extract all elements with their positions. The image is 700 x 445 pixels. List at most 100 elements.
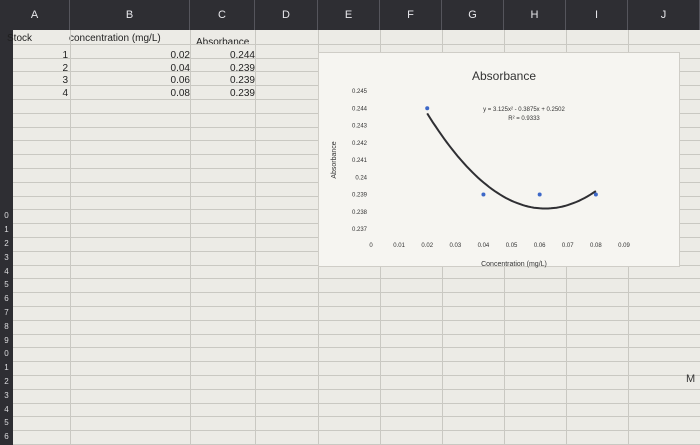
y-tick-label: 0.242	[352, 141, 368, 147]
row-header[interactable]: 5	[4, 280, 9, 290]
polynomial-trendline	[426, 112, 597, 210]
column-header-b[interactable]: B	[70, 0, 190, 30]
grid-row-line	[13, 416, 700, 418]
stock-label[interactable]: Stock	[7, 33, 33, 44]
stock-number-cell[interactable]: 2	[62, 62, 68, 74]
row-header[interactable]: 2	[4, 239, 9, 248]
concentration-cell[interactable]: 0.08	[170, 87, 190, 99]
grid-row-line	[13, 333, 700, 335]
row-header[interactable]	[0, 154, 13, 167]
grid-row-line	[13, 347, 700, 349]
row-header[interactable]: 0	[4, 349, 9, 359]
row-header[interactable]	[0, 71, 13, 84]
grid-row-line	[13, 306, 700, 307]
trendline-equation: y = 3.125x² - 0.3875x + 0.2502	[483, 107, 565, 113]
row-header[interactable]	[0, 99, 13, 112]
row-header[interactable]: 3	[4, 390, 9, 400]
grid-row-line	[13, 43, 700, 45]
row-header[interactable]	[0, 127, 13, 140]
stock-number-cell[interactable]: 1	[62, 50, 68, 61]
chart-title: Absorbance	[472, 69, 536, 83]
row-header[interactable]: 4	[4, 266, 9, 276]
row-header[interactable]: 6	[4, 294, 9, 304]
column-header-e[interactable]: E	[318, 0, 380, 30]
absorbance-cell[interactable]: 0.239	[229, 75, 255, 86]
row-header[interactable]: 1	[4, 225, 9, 235]
grid-row-line	[13, 402, 700, 404]
column-header-j[interactable]: J	[628, 0, 700, 30]
row-header[interactable]	[0, 168, 13, 181]
x-tick-label: 0.08	[590, 243, 602, 249]
chart-canvas: Absorbance Concentration (mg/L) Absorbance…	[331, 69, 630, 268]
row-header[interactable]	[0, 113, 13, 126]
row-header[interactable]: 5	[4, 418, 9, 428]
row-header[interactable]	[0, 44, 13, 57]
concentration-header[interactable]: concentration (mg/L)	[69, 33, 161, 44]
absorbance-header[interactable]: Absorbance	[196, 37, 250, 48]
concentration-cell[interactable]: 0.02	[170, 50, 190, 61]
grid-row-line	[13, 361, 700, 363]
concentration-cell[interactable]: 0.06	[170, 75, 190, 86]
y-tick-label: 0.245	[352, 89, 368, 95]
column-header-h[interactable]: H	[504, 0, 566, 30]
absorbance-chart[interactable]: Absorbance Concentration (mg/L) Absorbance…	[318, 52, 680, 268]
grid-row-line	[13, 278, 700, 280]
row-header[interactable]	[0, 196, 13, 209]
x-tick-label: 0.01	[393, 243, 405, 249]
data-point[interactable]	[425, 106, 430, 111]
data-point[interactable]	[481, 192, 486, 197]
data-point[interactable]	[593, 192, 598, 197]
x-tick-label: 0.02	[421, 243, 433, 249]
y-tick-label: 0.239	[352, 193, 368, 199]
y-tick-label: 0.244	[352, 106, 368, 112]
row-header[interactable]: 2	[4, 377, 9, 386]
row-header[interactable]	[0, 182, 13, 195]
concentration-cell[interactable]: 0.04	[170, 62, 190, 74]
grid-row-line	[13, 430, 700, 432]
x-tick-label: 0.09	[618, 243, 630, 249]
edge-letter: M	[686, 373, 696, 385]
row-header[interactable]: 6	[4, 432, 9, 442]
row-headers: 0 1 2 3 4 5 6 7 8 9 0 1 2 3 4 5 6	[0, 30, 13, 445]
row-header[interactable]: 1	[4, 363, 9, 373]
row-header[interactable]: 8	[4, 321, 9, 331]
column-header-i[interactable]: I	[566, 0, 628, 30]
y-tick-label: 0.243	[352, 124, 368, 130]
y-tick-label: 0.238	[352, 210, 368, 216]
absorbance-cell[interactable]: 0.239	[229, 62, 255, 74]
row-header[interactable]	[0, 85, 13, 98]
row-header[interactable]: 9	[4, 335, 9, 345]
data-point[interactable]	[537, 192, 542, 197]
row-header[interactable]: 0	[4, 211, 9, 221]
stock-number-cell[interactable]: 3	[62, 75, 68, 86]
column-header-g[interactable]: G	[442, 0, 504, 30]
y-tick-label: 0.24	[355, 175, 367, 181]
absorbance-cell[interactable]: 0.244	[229, 50, 255, 61]
x-tick-label: 0	[369, 243, 373, 249]
column-header-a[interactable]: A	[0, 0, 70, 30]
column-header-f[interactable]: F	[380, 0, 442, 30]
x-tick-label: 0.04	[478, 243, 490, 249]
grid-row-line	[13, 375, 700, 376]
row-header[interactable]: 7	[4, 308, 9, 317]
r-squared-label: R² = 0.9333	[508, 116, 540, 122]
y-tick-label: 0.241	[352, 158, 368, 164]
x-tick-label: 0.05	[506, 243, 518, 249]
absorbance-cell[interactable]: 0.239	[229, 87, 255, 99]
grid-row-line	[13, 319, 700, 321]
row-header[interactable]	[0, 140, 13, 153]
y-axis-label: Absorbance	[331, 141, 338, 178]
row-header[interactable]	[0, 58, 13, 71]
row-header[interactable]: 4	[4, 404, 9, 414]
stock-number-cell[interactable]: 4	[62, 87, 68, 99]
y-tick-label: 0.237	[352, 227, 368, 233]
grid-row-line	[13, 388, 700, 390]
column-header-d[interactable]: D	[255, 0, 318, 30]
x-tick-label: 0.03	[449, 243, 461, 249]
x-tick-label: 0.07	[562, 243, 574, 249]
row-header[interactable]: 3	[4, 252, 9, 262]
grid-row-line	[13, 292, 700, 294]
column-header-c[interactable]: C	[190, 0, 255, 30]
